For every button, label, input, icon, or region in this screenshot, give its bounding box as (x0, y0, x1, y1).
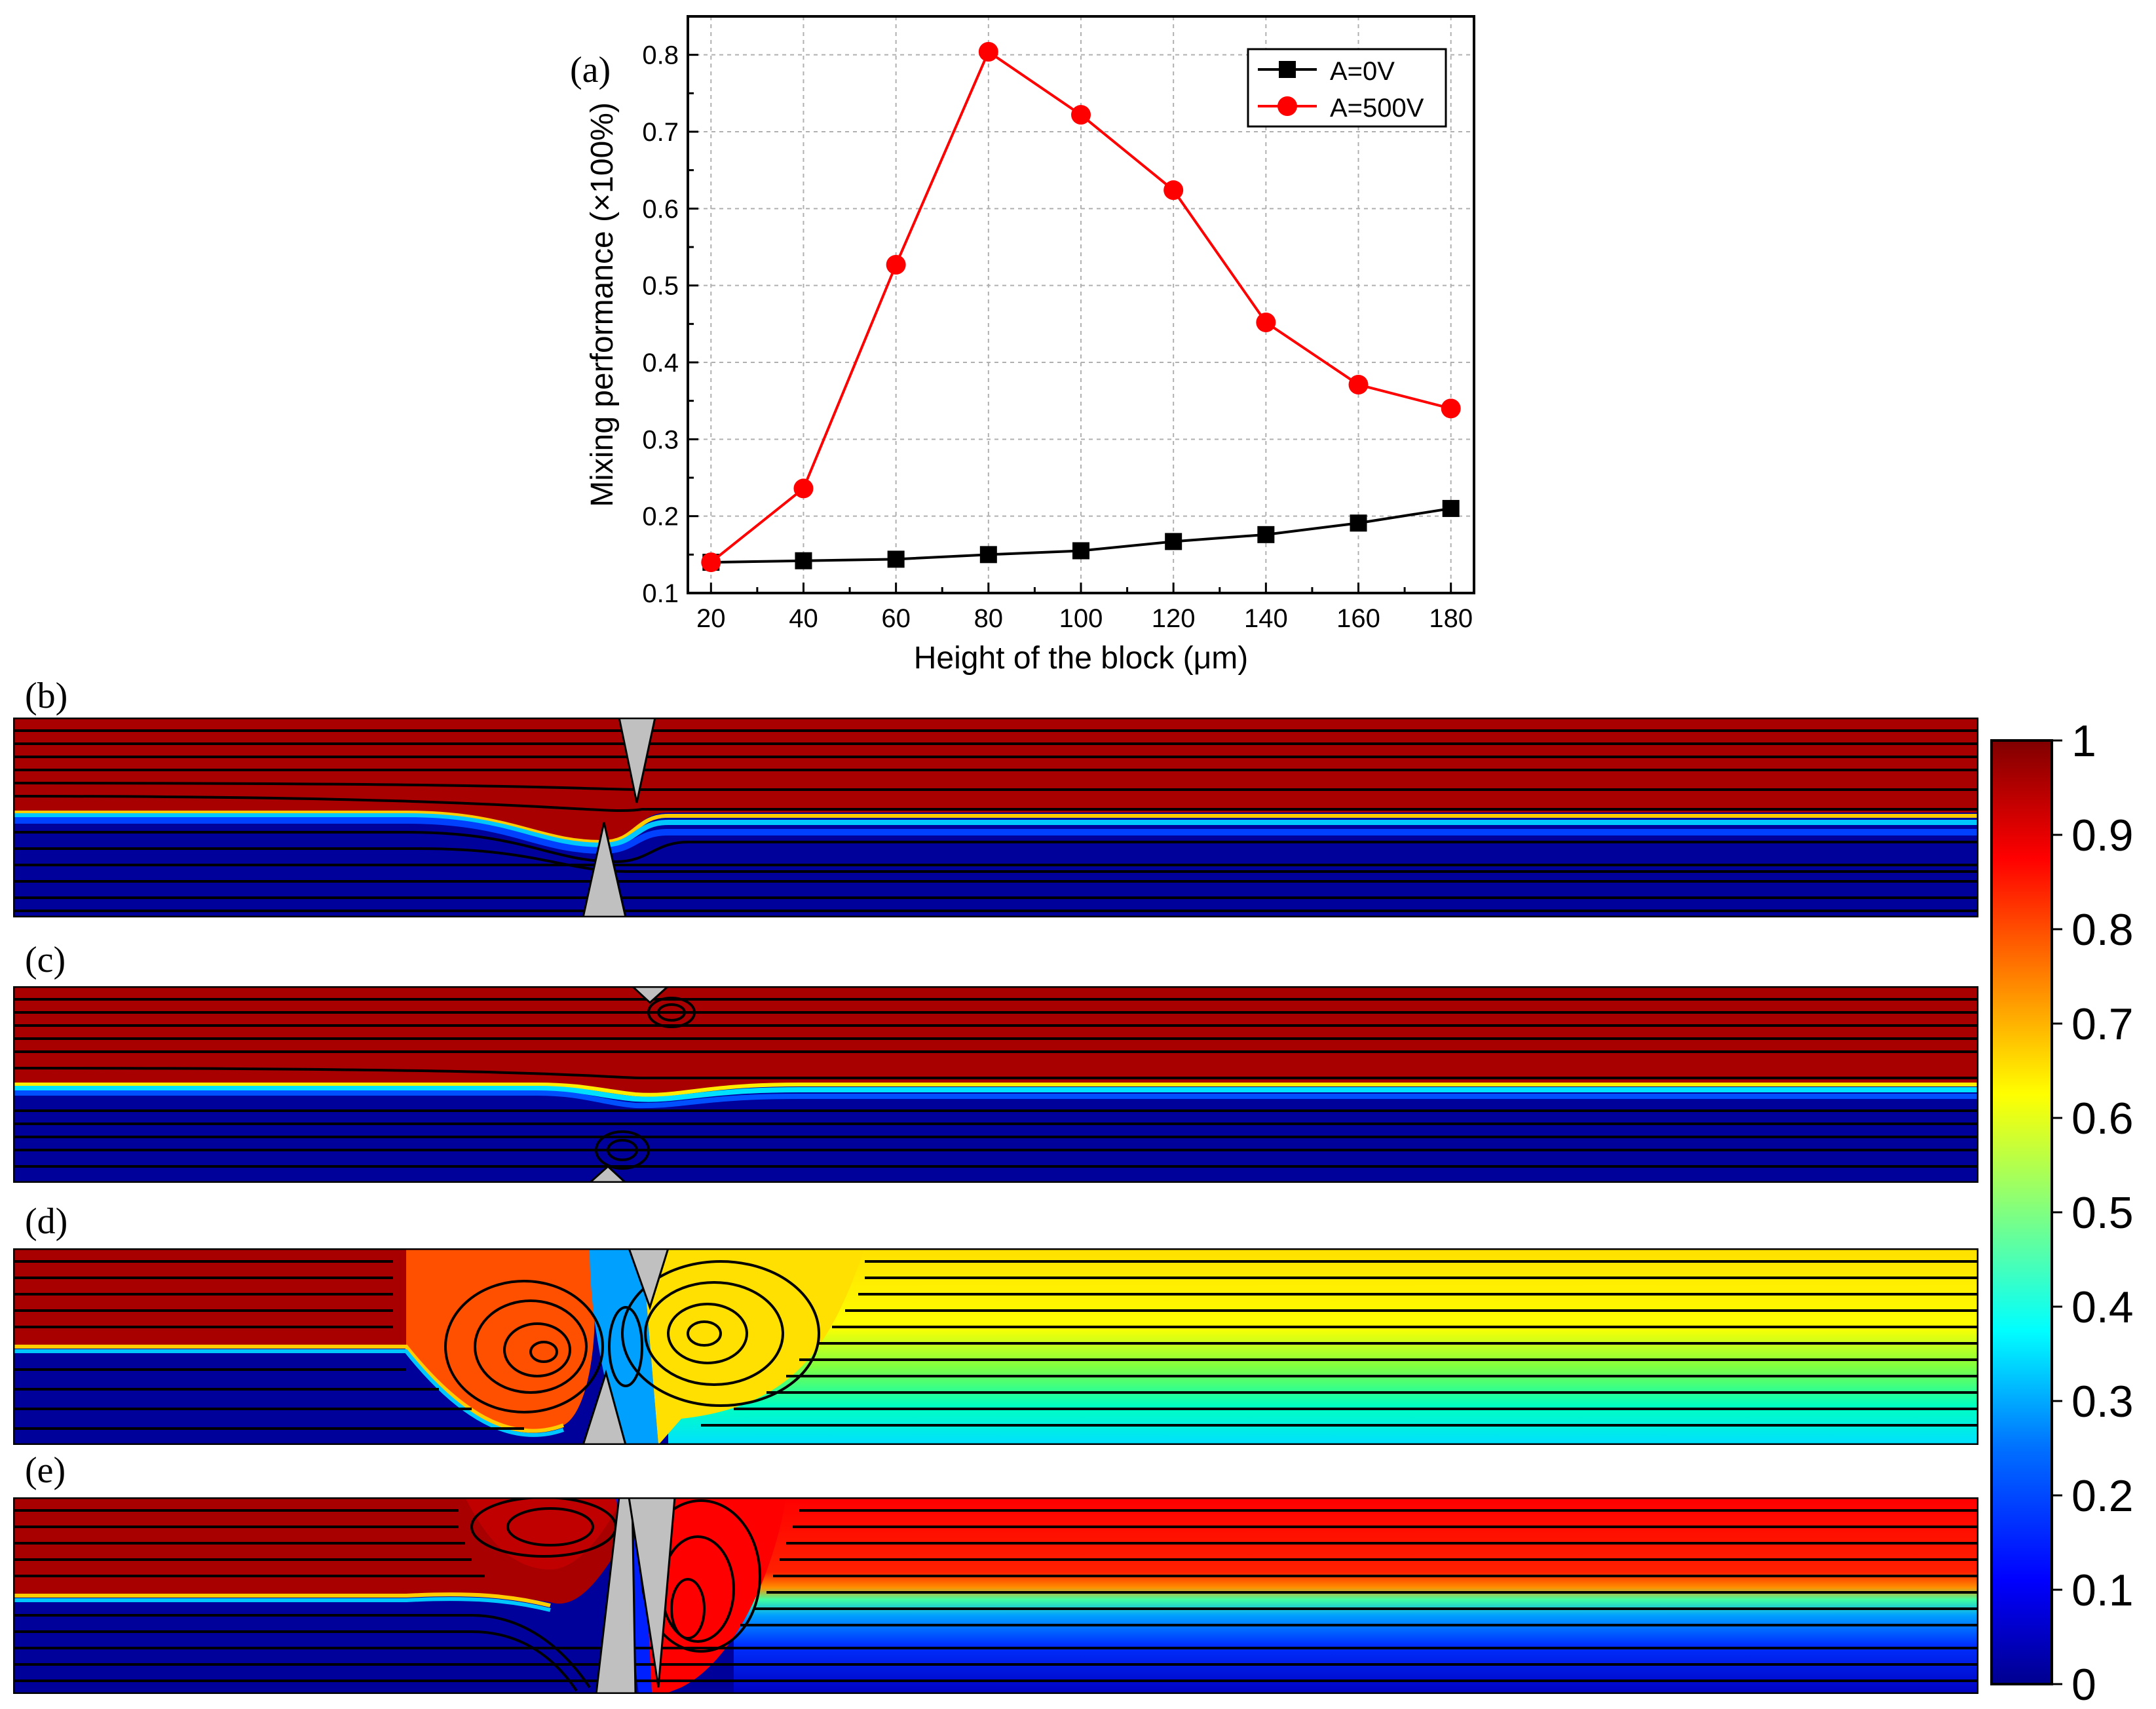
legend-label-1: A=500V (1330, 94, 1424, 123)
y-tick-label: 0.5 (642, 272, 679, 301)
colorbar-ticks: 0 0.1 0.2 0.3 0.4 0.5 0.6 0.7 0.8 0.9 1 (2052, 716, 2134, 1709)
streamlines-d (13, 1260, 1978, 1430)
data-point-s0 (795, 552, 812, 569)
x-tick-label: 180 (1429, 604, 1473, 633)
x-tick-label: 40 (789, 604, 818, 633)
y-tick-label: 0.2 (642, 503, 679, 531)
x-tick-label: 100 (1059, 604, 1103, 633)
panel-label-d: (d) (25, 1201, 67, 1242)
legend-label-0: A=0V (1330, 57, 1395, 86)
y-tick-label: 0.1 (642, 579, 679, 608)
colorbar-tick-label: 0.6 (2071, 1094, 2134, 1143)
streamlines-e (13, 1497, 1978, 1692)
colorbar-tick-label: 0.2 (2071, 1471, 2134, 1521)
data-point-s1 (1256, 312, 1276, 332)
data-point-s1 (978, 41, 998, 62)
y-tick-label: 0.4 (642, 349, 679, 377)
legend: A=0V A=500V (1247, 48, 1447, 128)
data-point-s1 (886, 254, 906, 275)
x-tick-label: 140 (1244, 604, 1288, 633)
y-tick-label: 0.3 (642, 425, 679, 454)
colorbar-tick-label: 0.7 (2071, 999, 2134, 1049)
data-point-s0 (1442, 499, 1460, 517)
panel-label-c: (c) (25, 940, 66, 980)
flow-panel-b (13, 718, 1978, 917)
flow-panel-e (13, 1497, 1978, 1694)
data-point-s1 (793, 478, 814, 499)
legend-marker-1 (1277, 96, 1297, 116)
chart-series (701, 41, 1461, 573)
streamlines-c (13, 997, 1978, 1170)
colorbar: 0 0.1 0.2 0.3 0.4 0.5 0.6 0.7 0.8 0.9 1 (1990, 716, 2134, 1709)
data-point-s1 (1163, 180, 1184, 201)
data-point-s1 (1348, 375, 1369, 395)
data-point-s1 (1441, 398, 1461, 419)
panel-label-e: (e) (25, 1450, 66, 1491)
colorbar-tick-label: 0.4 (2071, 1282, 2134, 1332)
y-tick-label: 0.8 (642, 41, 679, 70)
colorbar-tick-label: 0.5 (2071, 1188, 2134, 1238)
y-tick-label: 0.6 (642, 195, 679, 223)
line-chart: 20 40 60 80 100 120 140 160 180 0.1 0.2 0.3 0.4 0.5 0.… (570, 15, 1475, 676)
concentration-field-d (13, 1248, 1978, 1445)
streamlines-b (13, 729, 1978, 912)
y-tick-label: 0.7 (642, 118, 679, 147)
x-axis-label: Height of the block (μm) (914, 641, 1249, 676)
panel-label-a: (a) (570, 50, 611, 90)
x-tick-label: 80 (974, 604, 1004, 633)
colorbar-gradient (1990, 739, 2053, 1685)
colorbar-tick-label: 0.1 (2071, 1565, 2134, 1615)
x-tick-label: 160 (1336, 604, 1380, 633)
data-point-s1 (701, 552, 721, 573)
flow-panel-d (13, 1248, 1978, 1445)
concentration-field-b (13, 718, 1978, 917)
colorbar-tick-label: 0.3 (2071, 1377, 2134, 1427)
colorbar-tick-label: 1 (2071, 716, 2096, 766)
data-point-s0 (1257, 526, 1275, 543)
legend-marker-0 (1279, 61, 1296, 78)
colorbar-tick-label: 0.9 (2071, 811, 2134, 860)
y-axis-label: Mixing performance (×100%) (585, 102, 620, 507)
data-point-s0 (1072, 542, 1089, 560)
x-tick-label: 20 (696, 604, 726, 633)
x-tick-label: 120 (1152, 604, 1196, 633)
data-point-s1 (1071, 105, 1091, 125)
colorbar-tick-label: 0 (2071, 1660, 2096, 1709)
data-point-s0 (1165, 533, 1182, 550)
data-point-s0 (1350, 514, 1367, 532)
colorbar-tick-label: 0.8 (2071, 905, 2134, 955)
flow-panel-c (13, 986, 1978, 1183)
concentration-field-e (13, 1497, 1978, 1694)
axis-ticks: 20 40 60 80 100 120 140 160 180 0.1 0.2 0.3 0.4 0.5 0.… (642, 41, 1473, 633)
data-point-s0 (979, 546, 997, 564)
concentration-field-c (13, 986, 1978, 1183)
panel-label-b: (b) (25, 676, 67, 716)
x-tick-label: 60 (881, 604, 911, 633)
data-point-s0 (887, 550, 905, 568)
